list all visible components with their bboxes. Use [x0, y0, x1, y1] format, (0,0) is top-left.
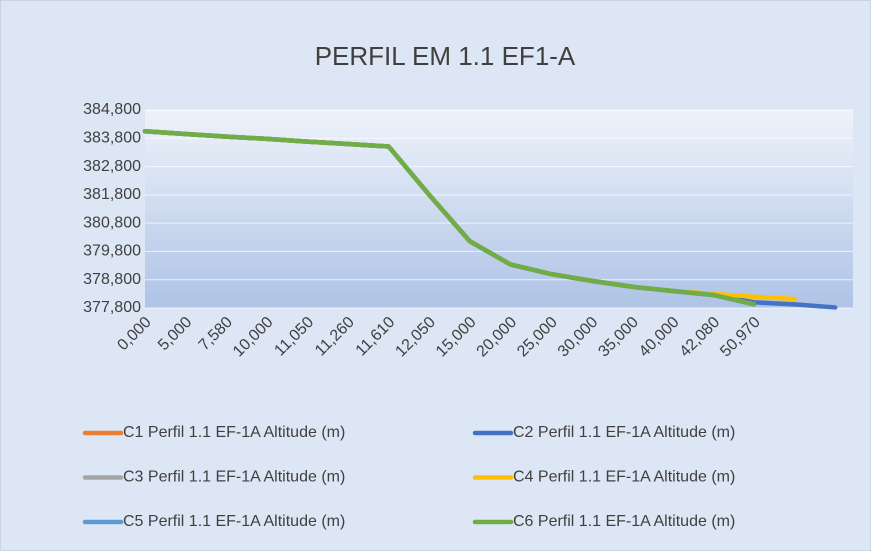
y-tick-label: 380,800	[83, 214, 141, 231]
y-tick-label: 384,800	[83, 101, 141, 118]
legend-label: C4 Perfil 1.1 EF-1A Altitude (m)	[513, 469, 735, 486]
legend-label: C6 Perfil 1.1 EF-1A Altitude (m)	[513, 513, 735, 530]
plot-area	[145, 110, 853, 308]
y-tick-label: 377,800	[83, 299, 141, 316]
series-line	[142, 128, 757, 307]
legend-label: C2 Perfil 1.1 EF-1A Altitude (m)	[513, 424, 735, 441]
y-tick-label: 382,800	[83, 158, 141, 175]
y-tick-label: 383,800	[83, 130, 141, 147]
chart-title: PERFIL EM 1.1 EF1-A	[315, 41, 576, 71]
y-tick-label: 378,800	[83, 271, 141, 288]
legend-label: C1 Perfil 1.1 EF-1A Altitude (m)	[123, 424, 345, 441]
legend-label: C5 Perfil 1.1 EF-1A Altitude (m)	[123, 513, 345, 530]
y-tick-label: 379,800	[83, 243, 141, 260]
legend-label: C3 Perfil 1.1 EF-1A Altitude (m)	[123, 469, 345, 486]
y-tick-label: 381,800	[83, 186, 141, 203]
